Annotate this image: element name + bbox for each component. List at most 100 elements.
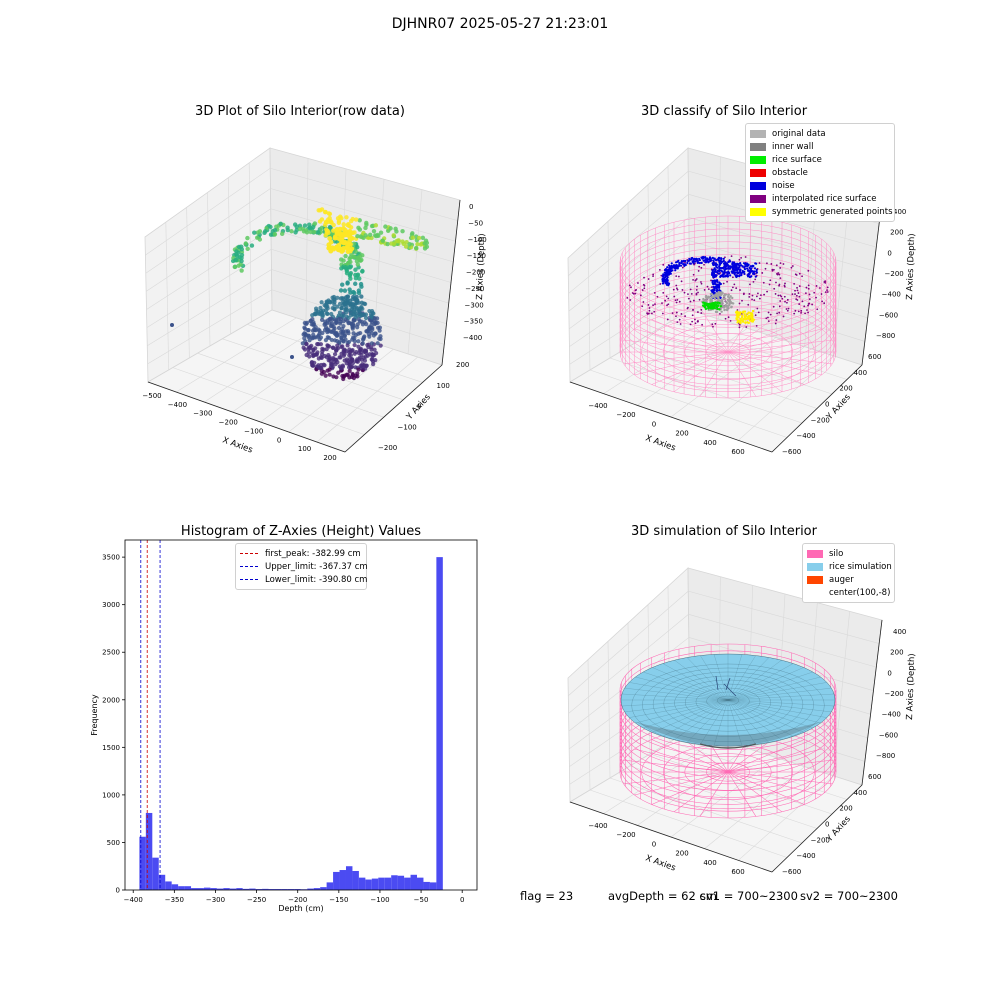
p2-interp-point (769, 313, 772, 316)
silo-spoke (727, 351, 833, 365)
p2-interp-point (783, 285, 786, 288)
p2-interp-point (661, 302, 663, 305)
p1-point (243, 241, 248, 246)
p2-interp-point (766, 262, 768, 265)
p2-noise-point (728, 267, 732, 270)
rice-mesh-spoke (727, 654, 743, 701)
p2-interp-point (807, 311, 809, 314)
p1-point (302, 325, 307, 330)
p1-point (329, 311, 334, 317)
p1-point (357, 257, 362, 263)
legend-silo: silo (807, 547, 890, 560)
p2-interp-point (701, 323, 704, 326)
silo-spoke (634, 748, 729, 773)
p1-point (320, 349, 325, 354)
p1-point (371, 228, 377, 234)
p2-interp-point (703, 263, 705, 266)
p1-point (351, 302, 356, 307)
p2-interp-point (793, 282, 796, 285)
p1-ztick-8: −400 (463, 334, 482, 342)
histogram-bar (152, 857, 159, 890)
rice-mesh-spoke (652, 699, 729, 733)
p2-noise-point (723, 262, 727, 265)
p2-interp-point (779, 262, 782, 265)
legend-rice-surface: rice surface (750, 153, 890, 166)
p2-interp-point (738, 323, 741, 326)
p2-interp-point (698, 265, 701, 268)
p2-interp-point (729, 319, 732, 322)
p2-interp-point (774, 322, 777, 325)
p2-wall-point (730, 305, 733, 308)
histogram-bar (236, 888, 243, 890)
p2-interp-point (714, 322, 717, 325)
p1-point (268, 224, 273, 230)
silo-floor-ring (706, 762, 750, 782)
histogram-bar (178, 886, 185, 890)
p2-symmetric-point (748, 319, 752, 322)
p4-xtick-2: 0 (652, 840, 656, 848)
p2-noise-point (692, 259, 695, 262)
p2-wall-point (728, 300, 732, 304)
p2-interp-point (671, 312, 674, 315)
plot2-zlabel: Z Axies (Depth) (905, 233, 917, 300)
p2-interp-point (798, 303, 801, 305)
rice-mesh-spoke (629, 699, 729, 718)
p1-point (347, 353, 352, 358)
p2-wall-point (726, 295, 730, 298)
p1-point (344, 215, 349, 220)
p2-interp-point (749, 283, 751, 286)
p2-interp-point (819, 287, 821, 289)
p2-noise-point (698, 261, 701, 265)
histogram-bar (365, 879, 372, 890)
p2-interp-point (687, 297, 690, 300)
p2-wall-point (703, 298, 706, 302)
p2-wall-point (714, 310, 718, 314)
p2-interp-point (674, 299, 677, 302)
p1-point (333, 332, 338, 337)
p1-point (302, 223, 308, 228)
histogram-bar (417, 877, 424, 890)
histogram-bar (423, 881, 430, 890)
p2-rice-point (718, 308, 721, 311)
p2-noise-point (708, 258, 712, 261)
p2-interp-point (748, 293, 751, 295)
p1-point (356, 288, 362, 293)
p2-noise-point (664, 273, 667, 276)
rice-mesh-spoke (727, 699, 827, 718)
p2-interp-point (757, 311, 760, 314)
p2-interp-point (673, 295, 676, 298)
legend-original-data: original data (750, 127, 890, 140)
p2-interp-point (656, 295, 659, 298)
p2-interp-point (641, 289, 644, 291)
p2-noise-point (733, 273, 736, 276)
p2-interp-point (681, 289, 684, 291)
p1-point (341, 245, 347, 251)
p2-interp-point (806, 309, 808, 311)
p2-ytick-2: −200 (811, 416, 830, 424)
p2-noise-point (679, 264, 683, 267)
p2-noise-point (718, 263, 722, 266)
silo-spoke (727, 739, 805, 773)
silo-spoke (623, 339, 729, 353)
p4-ztick-5: −600 (879, 731, 898, 739)
p2-interp-point (786, 301, 788, 304)
p2-interp-point (748, 295, 751, 298)
p2-wall-point (717, 297, 720, 300)
p2-interp-point (786, 309, 789, 312)
p2-noise-point (739, 268, 742, 271)
p2-rice-point (709, 305, 712, 308)
p2-noise-point (671, 266, 674, 269)
p2-xtick-0: −400 (588, 402, 607, 410)
p2-wall-point (724, 293, 728, 296)
p2-interp-point (677, 275, 680, 278)
p1-point (336, 325, 342, 331)
p2-interp-point (763, 293, 766, 296)
rice-mesh-spoke (727, 699, 835, 707)
p2-interp-point (652, 304, 654, 307)
silo-spoke (727, 351, 783, 393)
p2-noise-point (716, 269, 720, 272)
p2-noise-point (732, 264, 735, 267)
p2-symmetric-point (746, 321, 749, 324)
p2-interp-point (775, 272, 778, 275)
footer-sv1: sv1 = 700~2300 (700, 889, 798, 903)
